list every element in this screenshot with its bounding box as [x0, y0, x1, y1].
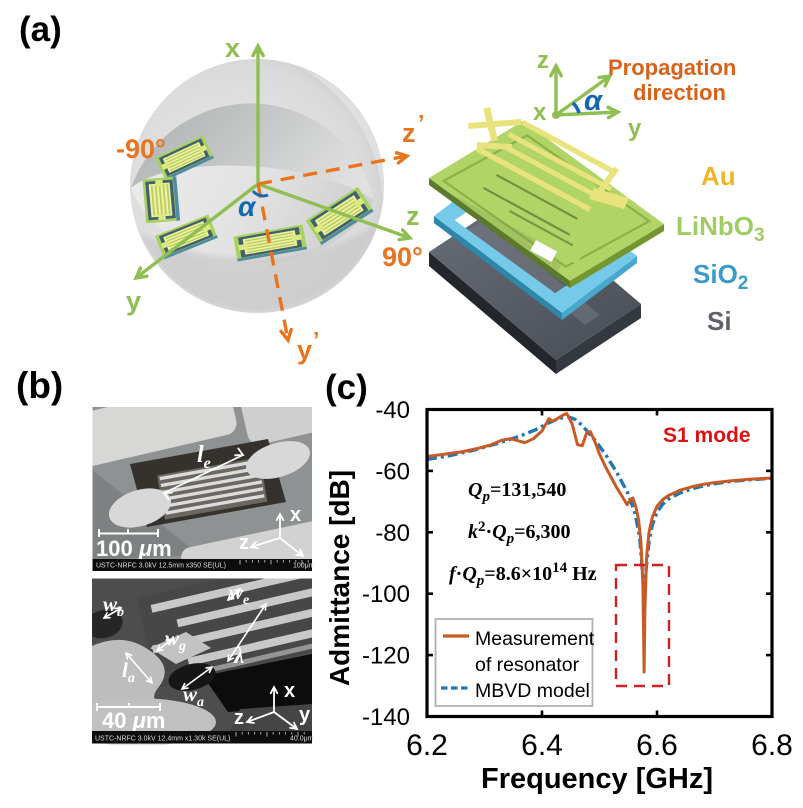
- svg-text:-60: -60: [375, 458, 410, 485]
- svg-text:Au: Au: [701, 161, 736, 191]
- svg-text:x: x: [290, 504, 301, 526]
- svg-text:z: z: [402, 118, 416, 148]
- svg-text:40.0μm: 40.0μm: [290, 736, 314, 743]
- svg-text:z: z: [537, 47, 549, 74]
- svg-text:100 μm: 100 μm: [96, 536, 172, 561]
- svg-text:-100: -100: [362, 581, 410, 608]
- svg-text:Measurement: Measurement: [475, 628, 595, 650]
- svg-text:100μm: 100μm: [293, 563, 315, 570]
- svg-text:6.6: 6.6: [636, 729, 678, 762]
- svg-text:α: α: [238, 191, 257, 222]
- svg-text:(c): (c): [325, 368, 368, 407]
- svg-text:40 μm: 40 μm: [102, 708, 165, 733]
- svg-text:’: ’: [418, 110, 424, 136]
- svg-text:z: z: [239, 532, 249, 554]
- svg-text:-40: -40: [375, 397, 410, 424]
- svg-text:-120: -120: [362, 643, 410, 670]
- svg-text:direction: direction: [633, 80, 726, 105]
- svg-text:USTC-NRFC 3.0kV 12.5mm x350 SE: USTC-NRFC 3.0kV 12.5mm x350 SE(UL): [96, 563, 226, 570]
- svg-text:6.2: 6.2: [406, 729, 448, 762]
- svg-text:6.4: 6.4: [521, 729, 563, 762]
- svg-text:S1 mode: S1 mode: [663, 424, 751, 447]
- svg-text:(b): (b): [16, 365, 63, 406]
- svg-text:f·Qp=8.6×1014 Hz: f·Qp=8.6×1014 Hz: [449, 560, 597, 589]
- svg-text:x: x: [284, 680, 295, 702]
- svg-text:z: z: [406, 201, 420, 231]
- svg-text:USTC-NRFC 3.0kV 12.4mm x1.30k: USTC-NRFC 3.0kV 12.4mm x1.30k SE(UL): [95, 736, 230, 743]
- svg-text:Frequency [GHz]: Frequency [GHz]: [481, 763, 713, 795]
- svg-text:y: y: [126, 286, 141, 316]
- svg-text:-80: -80: [375, 520, 410, 547]
- svg-text:Propagation: Propagation: [608, 55, 736, 80]
- svg-text:(a): (a): [19, 10, 62, 49]
- svg-text:LiNbO3: LiNbO3: [676, 211, 765, 246]
- svg-text:α: α: [584, 85, 603, 117]
- svg-text:Si: Si: [707, 306, 732, 336]
- svg-text:y: y: [297, 335, 312, 365]
- svg-text:Admittance [dB]: Admittance [dB]: [324, 470, 355, 686]
- svg-text:-140: -140: [362, 704, 410, 731]
- svg-text:z: z: [234, 707, 244, 729]
- svg-text:y: y: [628, 115, 642, 142]
- svg-text:k2·Qp=6,300: k2·Qp=6,300: [468, 519, 571, 547]
- svg-text:SiO2: SiO2: [693, 259, 748, 294]
- svg-text:6.8: 6.8: [751, 729, 793, 762]
- svg-text:of resonator: of resonator: [475, 654, 580, 676]
- svg-text:x: x: [533, 99, 547, 126]
- svg-text:x: x: [225, 33, 240, 63]
- svg-text:λ: λ: [233, 643, 244, 668]
- svg-text:90°: 90°: [382, 242, 423, 272]
- svg-text:-90°: -90°: [116, 134, 166, 164]
- svg-text:’: ’: [313, 327, 319, 353]
- svg-text:y: y: [299, 704, 311, 726]
- svg-text:MBVD model: MBVD model: [475, 680, 590, 702]
- svg-text:Qp=131,540: Qp=131,540: [468, 479, 566, 505]
